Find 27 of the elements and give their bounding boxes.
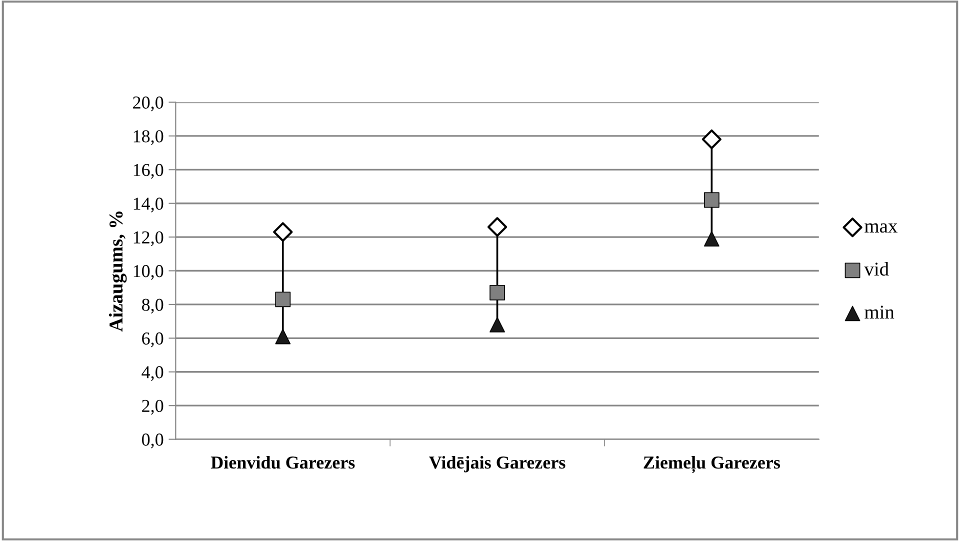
point bbox=[704, 231, 720, 246]
y-tick-label: 16,0 bbox=[134, 164, 164, 179]
point bbox=[273, 222, 293, 242]
y-tick-label: 8,0 bbox=[142, 298, 164, 314]
point bbox=[275, 292, 291, 308]
y-tick-label: 10,0 bbox=[134, 265, 164, 280]
x-tick-label: Vidējais Garezers bbox=[429, 456, 566, 472]
point bbox=[704, 192, 720, 208]
y-tick-label: 12,0 bbox=[134, 231, 164, 246]
y-axis-title: Aizaugums, % bbox=[108, 212, 127, 332]
legend-label: min bbox=[864, 306, 894, 319]
y-tick-label: 14,0 bbox=[134, 198, 164, 212]
legend-label: max bbox=[864, 223, 898, 233]
point bbox=[487, 217, 508, 237]
y-tick-label: 18,0 bbox=[134, 130, 164, 145]
point bbox=[490, 316, 505, 332]
y-tick-label: 0,0 bbox=[142, 434, 164, 448]
point bbox=[275, 328, 291, 344]
y-tick-label: 2,0 bbox=[142, 400, 164, 415]
point bbox=[490, 284, 505, 300]
legend-label: vid bbox=[864, 262, 889, 276]
y-tick-label: 6,0 bbox=[142, 332, 164, 348]
point bbox=[702, 129, 722, 150]
y-tick-label: 4,0 bbox=[142, 366, 164, 381]
y-tick-label: 20,0 bbox=[133, 96, 164, 112]
x-tick-label: Dienvidu Garezers bbox=[210, 456, 355, 469]
x-tick-label: Ziemeļu Garezers bbox=[644, 456, 780, 474]
